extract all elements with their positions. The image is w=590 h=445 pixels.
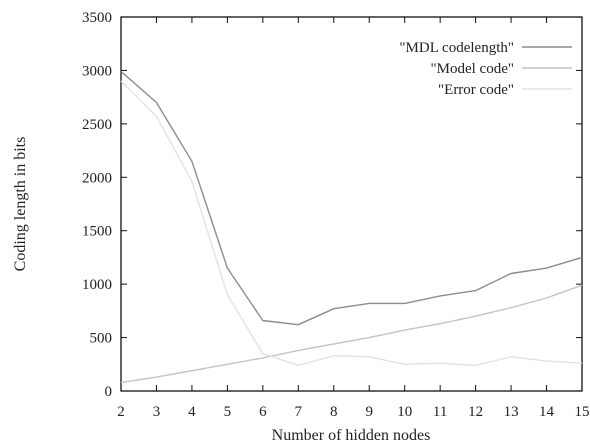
x-tick-label: 6 bbox=[259, 404, 267, 420]
x-tick-label: 14 bbox=[539, 404, 555, 420]
y-tick-label: 500 bbox=[90, 331, 113, 347]
x-tick-label: 15 bbox=[575, 404, 590, 420]
y-tick-label: 1500 bbox=[82, 224, 112, 240]
x-tick-label: 11 bbox=[433, 404, 447, 420]
x-axis-title: Number of hidden nodes bbox=[272, 427, 431, 444]
y-axis: 0 500 1000 1500 2000 2500 3000 3500 bbox=[82, 10, 582, 400]
y-tick-label: 1000 bbox=[82, 277, 112, 293]
y-tick-label: 2500 bbox=[82, 117, 112, 133]
series-line-model-code bbox=[120, 284, 583, 384]
x-tick-label: 4 bbox=[188, 404, 196, 420]
legend: "MDL codelength" "Model code" "Error code" bbox=[399, 40, 572, 98]
y-axis-title: Coding length in bits bbox=[12, 137, 29, 272]
x-axis: 2 3 4 5 6 7 8 9 10 11 12 13 14 15 bbox=[117, 17, 590, 420]
plot-area-border bbox=[120, 16, 583, 392]
legend-label-mdl-codelength: "MDL codelength" bbox=[399, 40, 514, 56]
legend-label-model-code: "Model code" bbox=[431, 61, 514, 77]
series-layer bbox=[120, 70, 583, 384]
y-tick-label: 3000 bbox=[82, 63, 112, 79]
x-tick-label: 5 bbox=[224, 404, 232, 420]
x-tick-label: 3 bbox=[153, 404, 161, 420]
x-tick-label: 13 bbox=[504, 404, 519, 420]
y-tick-label: 0 bbox=[105, 384, 113, 400]
legend-label-error-code: "Error code" bbox=[438, 82, 514, 98]
y-tick-label: 2000 bbox=[82, 170, 112, 186]
x-tick-label: 2 bbox=[117, 404, 125, 420]
x-tick-label: 12 bbox=[468, 404, 483, 420]
x-tick-label: 10 bbox=[397, 404, 412, 420]
plot-frame bbox=[120, 16, 583, 392]
series-line-mdl-codelength bbox=[120, 70, 583, 326]
y-tick-label: 3500 bbox=[82, 10, 112, 26]
x-tick-label: 8 bbox=[330, 404, 338, 420]
x-tick-label: 7 bbox=[295, 404, 303, 420]
x-tick-label: 9 bbox=[365, 404, 373, 420]
series-line-error-code bbox=[120, 80, 583, 367]
